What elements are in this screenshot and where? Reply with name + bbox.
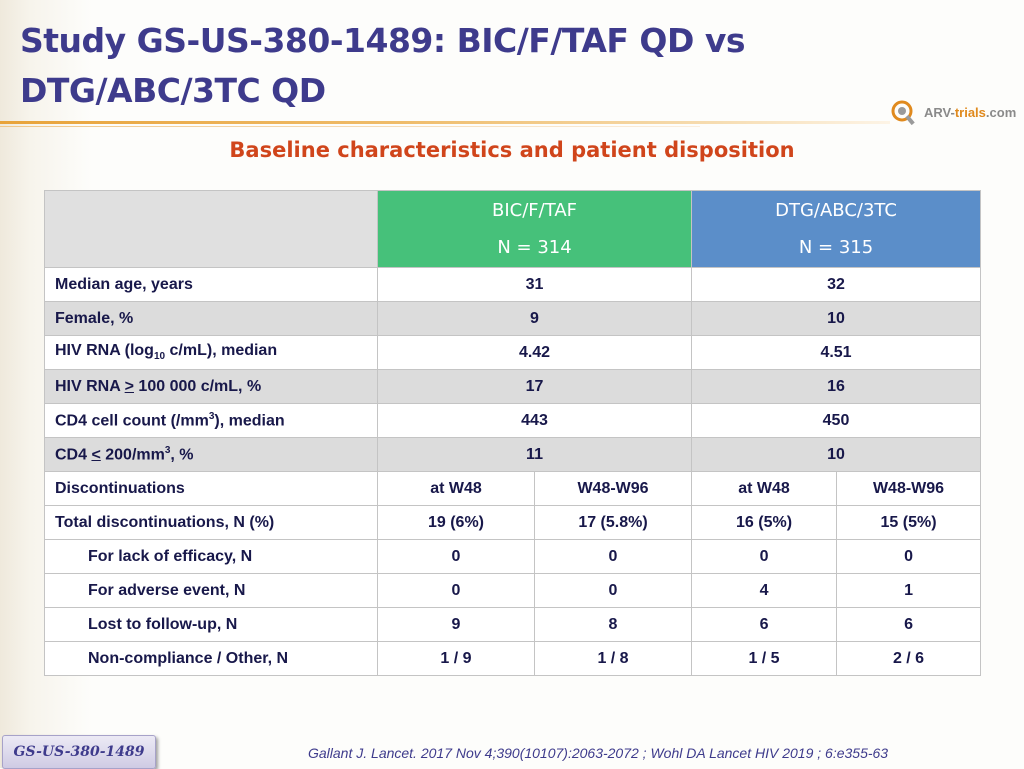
page-title-line1: Study GS-US-380-1489: BIC/F/TAF QD vs xyxy=(20,21,745,60)
table-cell: 0 xyxy=(533,539,693,574)
table-cell: 16 (5%) xyxy=(691,505,838,540)
table-cell: 4 xyxy=(691,573,838,608)
bic-value: 9 xyxy=(376,301,693,336)
dtg-value: 16 xyxy=(691,369,982,404)
table-row: Total discontinuations, N (%) 19 (6%) 17… xyxy=(44,505,982,540)
page-title-line2: DTG/ABC/3TC QD xyxy=(20,71,326,110)
baseline-characteristics-table: BIC/F/TAF N = 314 DTG/ABC/3TC N = 315 Me… xyxy=(44,190,982,676)
table-row: CD4 cell count (/mm3), median 443 450 xyxy=(44,403,982,438)
row-label: Median age, years xyxy=(44,267,378,302)
table-cell: 0 xyxy=(377,573,535,608)
header-blank-cell xyxy=(44,190,378,268)
row-label: Discontinuations xyxy=(44,471,378,506)
table-cell: 1 / 8 xyxy=(533,641,693,676)
header-dtg-abc-3tc-n: N = 315 xyxy=(798,237,874,258)
title-divider-thin xyxy=(0,126,700,127)
table-row: HIV RNA (log10 c/mL), median 4.42 4.51 xyxy=(44,335,982,370)
row-label: For lack of efficacy, N xyxy=(44,539,378,574)
table-cell: 0 xyxy=(691,539,838,574)
table-cell: 1 xyxy=(836,573,982,608)
study-id-badge: GS-US-380-1489 xyxy=(2,735,156,769)
bic-value: 11 xyxy=(376,437,693,472)
header-bic-f-taf-n: N = 314 xyxy=(497,237,572,258)
dtg-value: 450 xyxy=(691,403,982,438)
title-divider xyxy=(0,121,890,124)
page-title: Study GS-US-380-1489: BIC/F/TAF QD vs DT… xyxy=(20,16,880,116)
bic-value: 31 xyxy=(376,267,693,302)
header-dtg-abc-3tc-name: DTG/ABC/3TC xyxy=(775,200,897,221)
citation: Gallant J. Lancet. 2017 Nov 4;390(10107)… xyxy=(308,745,889,761)
table-row: Lost to follow-up, N 9 8 6 6 xyxy=(44,607,982,642)
row-label: HIV RNA > 100 000 c/mL, % xyxy=(44,369,378,404)
table-row: HIV RNA > 100 000 c/mL, % 17 16 xyxy=(44,369,982,404)
dtg-value: 10 xyxy=(691,437,982,472)
table-cell: 17 (5.8%) xyxy=(533,505,693,540)
table-cell: 6 xyxy=(691,607,838,642)
table-cell: 1 / 5 xyxy=(691,641,838,676)
table-row: Non-compliance / Other, N 1 / 9 1 / 8 1 … xyxy=(44,641,982,676)
discontinuations-header-row: Discontinuations at W48 W48-W96 at W48 W… xyxy=(44,471,982,506)
table-row: For adverse event, N 0 0 4 1 xyxy=(44,573,982,608)
table-cell: 6 xyxy=(836,607,982,642)
table-header-row: BIC/F/TAF N = 314 DTG/ABC/3TC N = 315 xyxy=(44,190,982,268)
header-dtg-abc-3tc: DTG/ABC/3TC N = 315 xyxy=(691,190,982,268)
dtg-value: 4.51 xyxy=(691,335,982,370)
table-cell: 0 xyxy=(377,539,535,574)
table-cell: 15 (5%) xyxy=(836,505,982,540)
dtg-value: 10 xyxy=(691,301,982,336)
table-cell: 0 xyxy=(533,573,693,608)
table-cell: 8 xyxy=(533,607,693,642)
table-cell: 9 xyxy=(377,607,535,642)
logo-mark-icon xyxy=(891,100,915,126)
table-cell: 19 (6%) xyxy=(377,505,535,540)
header-bic-f-taf-name: BIC/F/TAF xyxy=(492,200,577,221)
col-dtg-w48: at W48 xyxy=(691,471,838,506)
col-bic-w48: at W48 xyxy=(377,471,535,506)
row-label: Female, % xyxy=(44,301,378,336)
row-label: CD4 < 200/mm3, % xyxy=(44,437,378,472)
slide-subtitle: Baseline characteristics and patient dis… xyxy=(229,138,795,162)
bic-value: 4.42 xyxy=(376,335,693,370)
table-cell: 2 / 6 xyxy=(836,641,982,676)
bic-value: 17 xyxy=(376,369,693,404)
row-label: Total discontinuations, N (%) xyxy=(44,505,378,540)
table-row: Median age, years 31 32 xyxy=(44,267,982,302)
row-label: HIV RNA (log10 c/mL), median xyxy=(44,335,378,370)
table-row: Female, % 9 10 xyxy=(44,301,982,336)
table-cell: 1 / 9 xyxy=(377,641,535,676)
arv-trials-logo: ARV-trials.com xyxy=(888,98,1018,126)
dtg-value: 32 xyxy=(691,267,982,302)
col-dtg-w48-w96: W48-W96 xyxy=(836,471,982,506)
table-row: CD4 < 200/mm3, % 11 10 xyxy=(44,437,982,472)
row-label: CD4 cell count (/mm3), median xyxy=(44,403,378,438)
bic-value: 443 xyxy=(376,403,693,438)
row-label: Non-compliance / Other, N xyxy=(44,641,378,676)
row-label: For adverse event, N xyxy=(44,573,378,608)
table-row: For lack of efficacy, N 0 0 0 0 xyxy=(44,539,982,574)
table-cell: 0 xyxy=(836,539,982,574)
logo-text: ARV-trials.com xyxy=(924,104,1017,120)
col-bic-w48-w96: W48-W96 xyxy=(533,471,693,506)
header-bic-f-taf: BIC/F/TAF N = 314 xyxy=(376,190,693,268)
row-label: Lost to follow-up, N xyxy=(44,607,378,642)
